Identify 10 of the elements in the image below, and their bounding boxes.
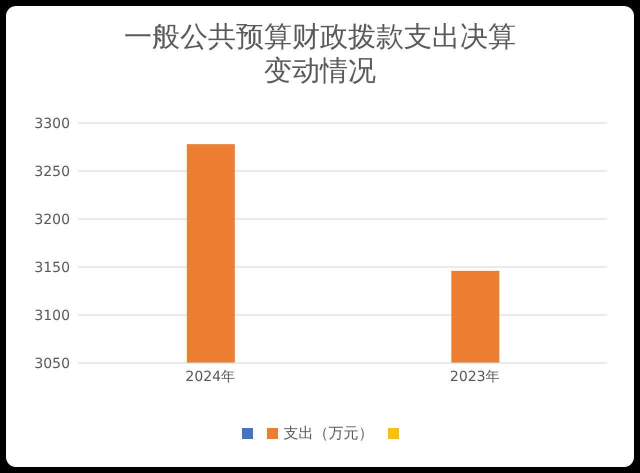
y-tick-label: 3300 bbox=[34, 116, 70, 132]
x-tick-label: 2023年 bbox=[450, 368, 500, 385]
x-tick-label: 2024年 bbox=[185, 368, 236, 385]
y-tick-label: 3200 bbox=[34, 212, 70, 228]
y-tick-label: 3100 bbox=[34, 308, 70, 324]
y-tick-label: 3150 bbox=[34, 260, 70, 276]
legend-label: 支出（万元） bbox=[284, 424, 374, 443]
y-tick-label: 3250 bbox=[34, 164, 70, 180]
chart-title: 一般公共预算财政拨款支出决算变动情况 bbox=[123, 20, 517, 88]
y-tick-label: 3050 bbox=[34, 356, 70, 372]
